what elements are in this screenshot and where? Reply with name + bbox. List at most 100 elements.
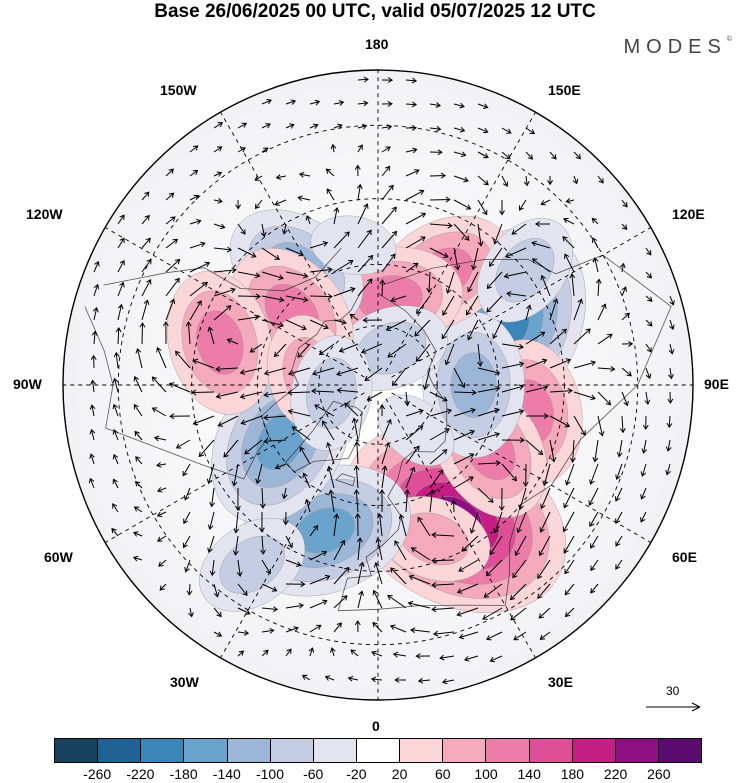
wind-arrow <box>477 199 488 216</box>
wind-arrow <box>336 387 359 394</box>
wind-arrow <box>645 247 652 256</box>
wind-arrow <box>477 432 501 441</box>
wind-arrow <box>302 472 311 489</box>
wind-arrow <box>471 247 479 271</box>
wind-arrow <box>619 415 626 434</box>
wind-arrow <box>90 354 97 369</box>
wind-arrow <box>534 221 550 227</box>
wind-arrow <box>573 415 586 436</box>
wind-arrow <box>511 223 527 235</box>
wind-arrow <box>282 511 289 526</box>
wind-arrow <box>429 489 435 513</box>
wind-arrow <box>258 511 265 533</box>
wind-arrow <box>309 241 329 249</box>
wind-arrow <box>539 511 551 533</box>
wind-arrow <box>405 425 424 441</box>
wind-arrow <box>549 415 571 428</box>
wind-arrow <box>92 306 99 321</box>
wind-arrow <box>429 408 453 417</box>
wind-arrow <box>285 295 309 303</box>
wind-arrow <box>134 481 143 489</box>
wind-arrow <box>573 391 596 401</box>
wind-arrow <box>237 650 245 657</box>
wind-arrow <box>261 98 272 105</box>
wind-arrow <box>141 191 150 201</box>
wind-arrow <box>285 581 306 588</box>
wind-arrow <box>453 247 461 271</box>
wind-arrow <box>466 295 479 316</box>
wind-arrow <box>213 223 226 230</box>
wind-arrow <box>135 456 143 465</box>
wind-arrow <box>642 415 649 431</box>
wind-arrow <box>381 124 393 130</box>
wind-arrow <box>394 677 406 683</box>
wind-arrow <box>189 219 202 225</box>
wind-arrow <box>333 319 347 325</box>
wind-arrow <box>165 277 180 297</box>
wind-arrow <box>254 175 263 181</box>
wind-arrow <box>621 312 630 321</box>
wind-arrow <box>213 305 232 321</box>
wind-arrow <box>112 503 119 513</box>
wind-arrow <box>381 184 394 201</box>
wind-arrow <box>112 429 119 441</box>
wind-arrow <box>285 319 307 331</box>
coastline <box>285 400 363 473</box>
wind-arrow <box>156 511 167 517</box>
wind-arrow <box>357 123 368 130</box>
wind-arrow <box>385 319 407 331</box>
wind-arrow <box>549 298 559 321</box>
wind-arrow <box>357 229 372 249</box>
wind-arrow <box>616 439 623 458</box>
wind-arrow <box>621 391 629 407</box>
wind-arrow <box>426 271 433 294</box>
wind-arrow <box>93 260 100 273</box>
wind-arrow <box>405 466 416 489</box>
lon-label-0: 0 <box>372 718 380 734</box>
wind-arrow <box>453 407 476 417</box>
wind-arrow <box>645 343 652 353</box>
wind-arrow <box>314 404 335 417</box>
colorbar-segment <box>658 739 702 762</box>
wind-arrow <box>381 100 393 107</box>
wind-arrow <box>509 583 527 601</box>
wind-arrow <box>510 607 527 621</box>
wind-arrow <box>381 77 394 83</box>
wind-arrow <box>486 295 503 313</box>
wind-arrow <box>261 271 284 281</box>
wind-arrow <box>597 303 607 321</box>
wind-arrow <box>318 343 335 356</box>
wind-arrow <box>405 189 425 201</box>
wind-arrow <box>501 343 525 350</box>
wind-arrow <box>333 100 345 106</box>
wind-arrow <box>309 123 319 129</box>
wind-arrow <box>592 439 599 463</box>
wind-arrow <box>573 298 583 321</box>
wind-arrow <box>141 237 151 249</box>
wind-arrow <box>234 487 241 511</box>
wind-arrow <box>274 463 287 470</box>
wind-arrow <box>407 600 431 609</box>
wind-arrow <box>621 340 634 347</box>
wind-arrow <box>233 535 239 556</box>
map-title: Base 26/06/2025 00 UTC, valid 05/07/2025… <box>154 1 596 22</box>
wind-arrow <box>621 286 627 297</box>
wind-arrow <box>333 513 340 537</box>
colorbar-segment <box>572 739 616 762</box>
wind-arrow <box>665 463 671 476</box>
wind-arrow <box>330 143 337 153</box>
wind-arrow <box>133 403 143 417</box>
wind-arrow <box>281 487 288 500</box>
wind-arrow <box>640 463 647 477</box>
wind-arrow <box>165 192 175 201</box>
wind-arrow <box>431 606 455 613</box>
wind-arrow <box>215 391 239 399</box>
colorbar-tick-label: 60 <box>435 766 451 782</box>
wind-arrow <box>390 295 407 303</box>
wind-arrow <box>235 199 242 210</box>
wind-arrow <box>667 391 674 404</box>
brand-logo: MODES© <box>623 36 732 58</box>
wind-arrow <box>573 360 597 369</box>
wind-arrow <box>239 391 263 400</box>
wind-arrow <box>207 511 215 531</box>
